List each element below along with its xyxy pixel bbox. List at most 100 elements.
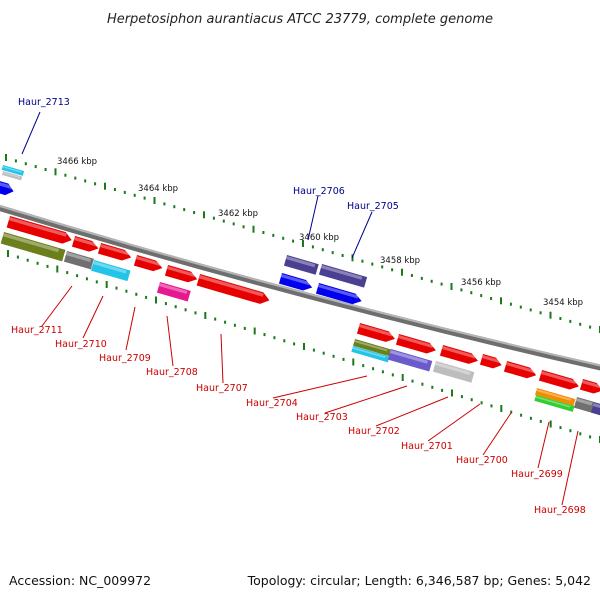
inner-tick	[184, 308, 187, 312]
inner-tick	[95, 280, 98, 284]
outer-tick	[94, 182, 97, 186]
inner-tick	[115, 286, 118, 290]
inner-tick	[26, 258, 29, 262]
kbp-label-3456: 3456 kbp	[461, 278, 501, 288]
outer-tick	[579, 322, 582, 326]
inner-tick	[529, 416, 532, 420]
kbp-label-3462: 3462 kbp	[218, 209, 258, 219]
kbp-label-3460: 3460 kbp	[299, 233, 339, 243]
outer-tick	[569, 319, 572, 323]
outer-tick	[401, 268, 403, 276]
gene-grey-haur-2710	[63, 251, 94, 270]
outer-tick	[539, 311, 542, 315]
inner-tick	[263, 333, 266, 337]
inner-tick	[293, 342, 296, 346]
outer-tick	[321, 248, 324, 252]
inner-tick	[500, 405, 503, 412]
label-leaders	[21, 111, 579, 506]
kbp-label-3458: 3458 kbp	[380, 256, 420, 266]
inner-tick	[559, 426, 562, 430]
gene-red-a	[6, 216, 72, 244]
gene-label-haur-2705: Haur_2705	[347, 201, 399, 212]
inner-tick	[243, 326, 246, 330]
outer-tick	[410, 274, 413, 277]
inner-tick	[283, 339, 286, 343]
outer-tick	[292, 239, 295, 243]
outer-tick	[529, 308, 532, 312]
gene-red-haur-2707	[196, 274, 270, 304]
outer-tick	[420, 276, 423, 280]
inner-tick	[164, 302, 167, 306]
accession-text: Accession: NC_009972	[9, 573, 151, 588]
inner-tick	[470, 398, 473, 402]
inner-tick	[253, 327, 256, 335]
gene-blue-b	[315, 283, 362, 305]
gene-label-haur-2713: Haur_2713	[18, 97, 70, 108]
inner-tick	[421, 382, 424, 386]
gene-red-f	[356, 323, 395, 342]
gene-label-haur-2703: Haur_2703	[296, 412, 348, 423]
inner-tick	[362, 364, 365, 368]
outer-tick	[559, 317, 562, 320]
outer-tick	[490, 297, 493, 300]
gene-label-haur-2699: Haur_2699	[511, 469, 563, 480]
inner-tick	[510, 410, 513, 414]
inner-tick	[204, 312, 207, 319]
gene-blue-a	[278, 273, 313, 291]
gene-olive-haur-2711	[0, 232, 66, 262]
gene-label-haur-2704: Haur_2704	[246, 398, 298, 409]
outer-tick	[143, 196, 146, 200]
inner-tick	[332, 354, 335, 358]
inner-tick	[273, 336, 276, 340]
kbp-label-3464: 3464 kbp	[138, 184, 178, 194]
inner-tick	[36, 261, 39, 265]
outer-tick	[460, 288, 463, 292]
outer-tick	[222, 219, 225, 223]
inner-tick	[342, 357, 345, 361]
outer-tick	[311, 245, 314, 249]
inner-tick	[145, 295, 148, 299]
outer-tick	[203, 211, 205, 219]
outer-tick	[341, 254, 344, 257]
outer-tick	[480, 294, 483, 298]
outer-tick	[381, 265, 384, 269]
outer-tick	[500, 297, 502, 305]
gene-cyan-haur-2709	[90, 260, 131, 282]
gene-red-b	[71, 236, 99, 252]
inner-tick	[579, 432, 582, 436]
gene-label-haur-2708: Haur_2708	[146, 367, 198, 378]
kbp-label-3466: 3466 kbp	[57, 157, 97, 167]
outer-tick	[450, 283, 453, 290]
gene-label-haur-2706: Haur_2706	[293, 186, 345, 197]
inner-tick	[549, 420, 552, 428]
inner-tick	[174, 305, 177, 309]
outer-tick	[183, 208, 186, 212]
gene-navy-haur-2706	[283, 255, 319, 275]
inner-tick	[214, 317, 217, 321]
gene-lavender-haur-2703	[387, 349, 433, 372]
outer-tick	[104, 182, 106, 190]
inner-tick	[352, 358, 355, 366]
outer-tick	[262, 231, 265, 234]
outer-tick	[232, 222, 235, 226]
outer-tick	[440, 282, 443, 286]
outer-tick	[133, 193, 136, 197]
gene-magenta-haur-2708	[156, 282, 191, 302]
inner-tick	[224, 320, 227, 324]
gene-lightgrey-haur-2702	[432, 361, 475, 383]
inner-tick	[125, 289, 128, 293]
inner-tick	[312, 348, 315, 352]
gene-grey-small	[1, 171, 23, 181]
inner-tick	[303, 343, 305, 350]
inner-tick	[391, 373, 394, 377]
outer-tick	[5, 154, 7, 161]
gene-green-haur-2699	[534, 395, 575, 412]
inner-tick	[451, 389, 453, 397]
genome-backbone	[0, 204, 600, 371]
gene-label-haur-2710: Haur_2710	[55, 339, 107, 350]
gene-red-k	[538, 370, 579, 390]
gene-red-g	[395, 334, 436, 354]
inner-tick	[16, 255, 19, 259]
outer-tick	[123, 190, 126, 194]
outer-tick	[74, 176, 77, 180]
